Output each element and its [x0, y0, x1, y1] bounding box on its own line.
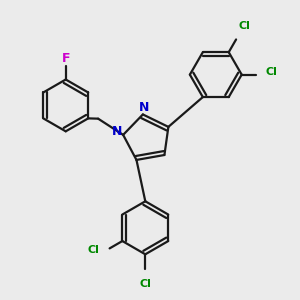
Text: Cl: Cl [265, 67, 277, 77]
Text: N: N [139, 101, 149, 115]
Text: F: F [61, 52, 70, 64]
Text: Cl: Cl [88, 245, 99, 255]
Text: Cl: Cl [239, 21, 251, 31]
Text: N: N [112, 125, 122, 138]
Text: Cl: Cl [140, 279, 151, 289]
